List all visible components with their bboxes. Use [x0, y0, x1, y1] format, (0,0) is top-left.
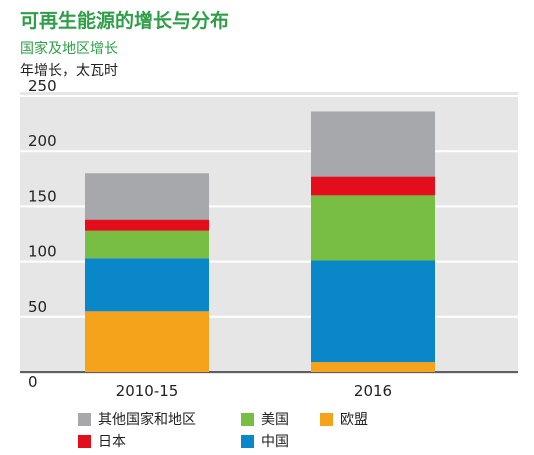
- chart-title: 可再生能源的增长与分布: [20, 10, 230, 32]
- legend-item-usa: 美国: [241, 409, 289, 429]
- bar-segment: [311, 260, 435, 363]
- y-tick-label: 150: [28, 187, 57, 205]
- bar-segment: [311, 111, 435, 177]
- legend-swatch-china: [241, 434, 254, 448]
- legend-swatch-usa: [241, 412, 254, 426]
- bar-segment: [85, 173, 209, 220]
- bar-segment: [85, 258, 209, 312]
- legend-label-eu: 欧盟: [340, 412, 368, 428]
- x-tick-label: 2010-15: [116, 382, 179, 400]
- bar-segment: [85, 311, 209, 372]
- legend-swatch-other: [78, 412, 91, 426]
- x-tick-label: 2016: [354, 382, 392, 400]
- legend-swatch-eu: [320, 412, 333, 426]
- y-tick-label: 200: [28, 132, 57, 150]
- legend-label-usa: 美国: [261, 412, 289, 428]
- legend-item-china: 中国: [241, 431, 289, 451]
- legend-label-japan: 日本: [98, 434, 126, 450]
- bar-segment: [85, 230, 209, 259]
- bar-segment: [311, 176, 435, 196]
- y-tick-label: 100: [28, 243, 57, 261]
- legend-label-china: 中国: [261, 434, 289, 450]
- y-axis-unit-label: 年增长，太瓦时: [20, 63, 118, 79]
- y-tick-labels: 0 50 100 150 200 250: [28, 77, 57, 391]
- bar-segment: [311, 195, 435, 261]
- legend-item-japan: 日本: [78, 431, 126, 451]
- stacked-bar-chart: 0 50 100 150 200 250 2010-15 2016: [20, 77, 518, 400]
- y-tick-label: 50: [28, 298, 47, 316]
- bar-segment: [311, 362, 435, 372]
- legend: 其他国家和地区 美国 欧盟 日本 中国: [78, 409, 518, 453]
- bars: [85, 111, 435, 372]
- y-tick-label: 250: [28, 77, 57, 95]
- legend-item-other: 其他国家和地区: [78, 409, 196, 429]
- chart-subtitle: 国家及地区增长: [20, 41, 118, 57]
- legend-item-eu: 欧盟: [320, 409, 368, 429]
- bar-segment: [85, 219, 209, 231]
- x-tick-labels: 2010-15 2016: [116, 382, 392, 400]
- y-tick-label: 0: [28, 373, 38, 391]
- legend-swatch-japan: [78, 434, 91, 448]
- legend-label-other: 其他国家和地区: [98, 412, 196, 428]
